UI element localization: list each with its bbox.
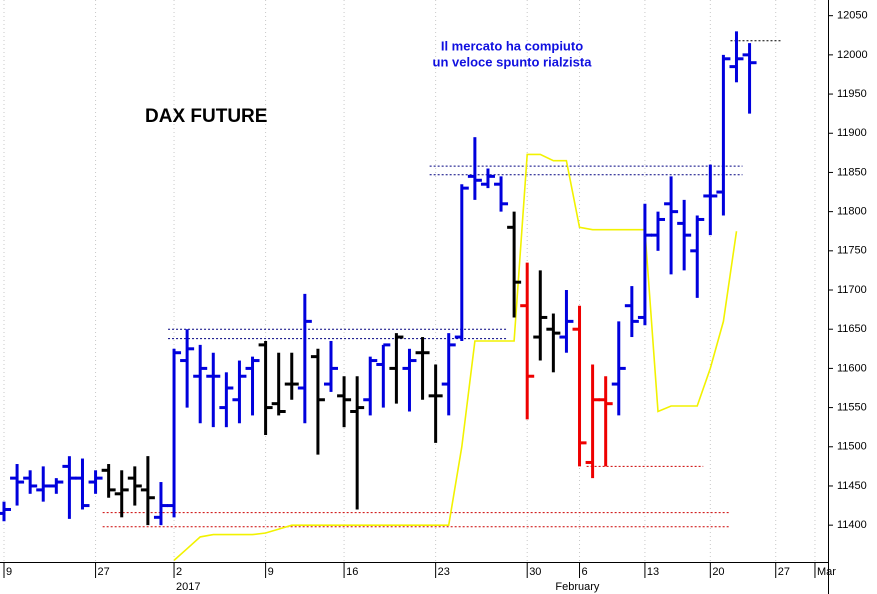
annotation: un veloce spunto rialzista: [433, 54, 593, 69]
x-tick-label: 9: [268, 566, 274, 578]
plot-area: [0, 31, 782, 561]
chart-title: DAX FUTURE: [145, 106, 267, 127]
y-tick-label: 11800: [837, 206, 867, 218]
x-tick-label: 9: [6, 566, 12, 578]
x-tick-label: Mar: [817, 566, 836, 578]
y-tick-label: 11700: [837, 284, 867, 296]
annotation: Il mercato ha compiuto: [441, 38, 583, 53]
x-tick-label: 27: [98, 566, 110, 578]
y-tick-label: 11500: [837, 441, 867, 453]
axes: 11400 11450 11500 11550 11600 11650 11700 11750…: [3, 10, 868, 593]
y-tick-label: 11900: [837, 127, 867, 139]
y-tick-label: 11550: [837, 401, 867, 413]
y-tick-label: 11650: [837, 323, 867, 335]
x-tick-label: 20: [712, 566, 724, 578]
period-label: February: [555, 581, 600, 593]
x-tick-label: 6: [582, 566, 588, 578]
y-tick-label: 11850: [837, 166, 867, 178]
y-tick-label: 11400: [837, 519, 867, 531]
y-tick-label: 12050: [837, 10, 868, 22]
x-tick-label: 13: [647, 566, 659, 578]
x-tick-label: 2: [176, 566, 182, 578]
y-tick-label: 12000: [837, 49, 868, 61]
y-tick-label: 11600: [837, 362, 867, 374]
period-label: 2017: [176, 581, 200, 593]
y-tick-label: 11950: [837, 88, 867, 100]
x-tick-label: 23: [438, 566, 450, 578]
y-tick-label: 11750: [837, 245, 867, 257]
overlay-line: [173, 153, 738, 561]
x-tick-label: 27: [778, 566, 790, 578]
y-tick-label: 11450: [837, 480, 867, 492]
x-tick-label: 30: [529, 566, 541, 578]
x-tick-label: 16: [346, 566, 358, 578]
